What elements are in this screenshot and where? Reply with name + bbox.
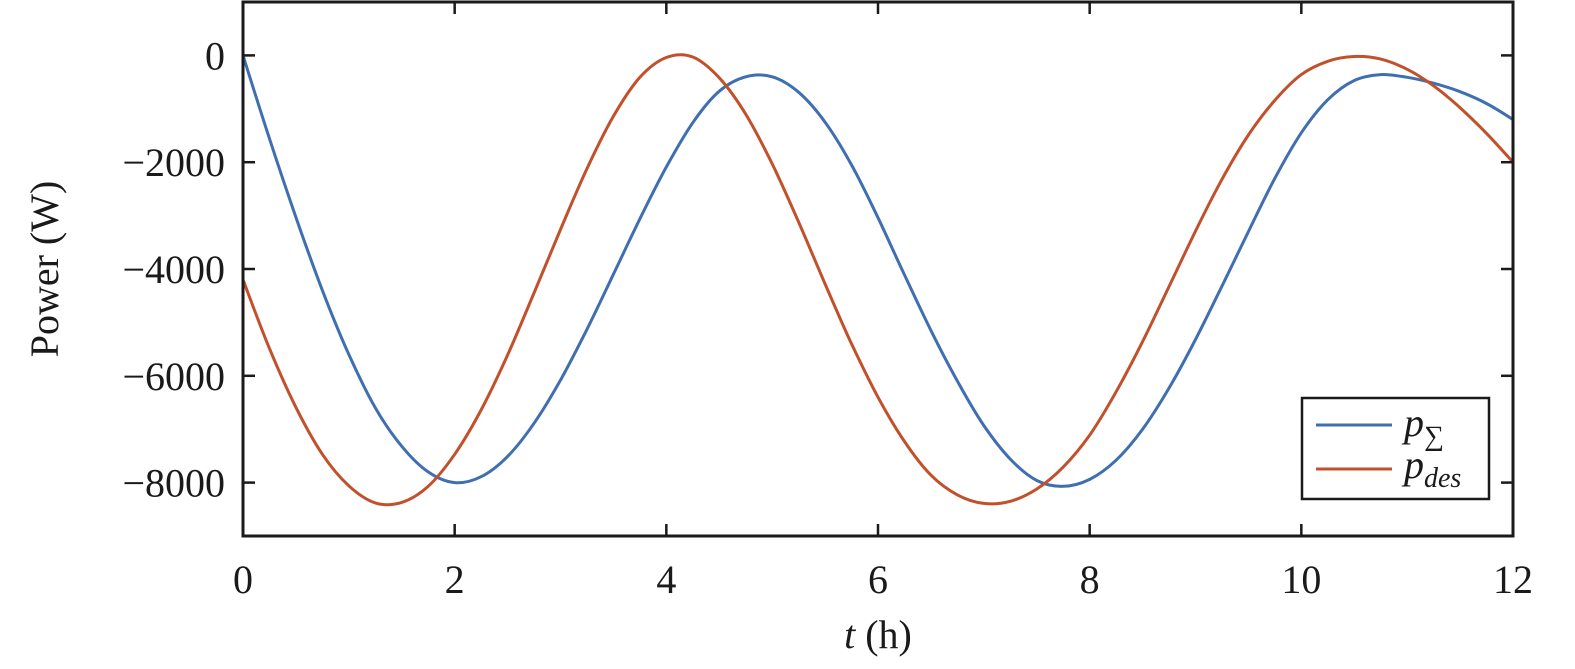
x-tick-label: 2 (445, 557, 465, 602)
legend-label-p-sigma-symbol: p (1401, 400, 1424, 445)
y-tick-label: −6000 (122, 354, 225, 399)
series-line-p-sigma (241, 54, 1514, 488)
legend-label-p-des-subscript: des (1424, 463, 1461, 494)
x-tick-label: 4 (656, 557, 676, 602)
x-tick-label: 12 (1493, 557, 1533, 602)
y-tick-label: 0 (205, 33, 225, 78)
x-axis: 0 2 4 6 8 10 12 (233, 2, 1533, 602)
series-line-p-des (241, 53, 1515, 507)
legend: p∑ pdes (1300, 396, 1491, 501)
series-layer (241, 53, 1515, 507)
legend-label-p-sigma: p∑ (1401, 400, 1444, 452)
x-axis-label-unit: (h) (855, 612, 912, 657)
legend-label-p-des: pdes (1401, 442, 1461, 494)
y-axis-label: Power (W) (22, 181, 67, 358)
x-axis-label: t (h) (844, 612, 912, 657)
y-tick-label: −4000 (122, 247, 225, 292)
x-tick-label: 8 (1080, 557, 1100, 602)
x-tick-label: 0 (233, 557, 253, 602)
y-tick-label: −2000 (122, 140, 225, 185)
legend-box (1300, 396, 1491, 501)
legend-label-p-sigma-subscript: ∑ (1424, 421, 1444, 452)
legend-label-p-des-symbol: p (1401, 442, 1424, 487)
x-tick-label: 6 (868, 557, 888, 602)
x-tick-label: 10 (1281, 557, 1321, 602)
y-axis: 0 −2000 −4000 −6000 −8000 (122, 33, 1513, 506)
x-axis-label-var: t (844, 612, 856, 657)
y-tick-label: −8000 (122, 461, 225, 506)
